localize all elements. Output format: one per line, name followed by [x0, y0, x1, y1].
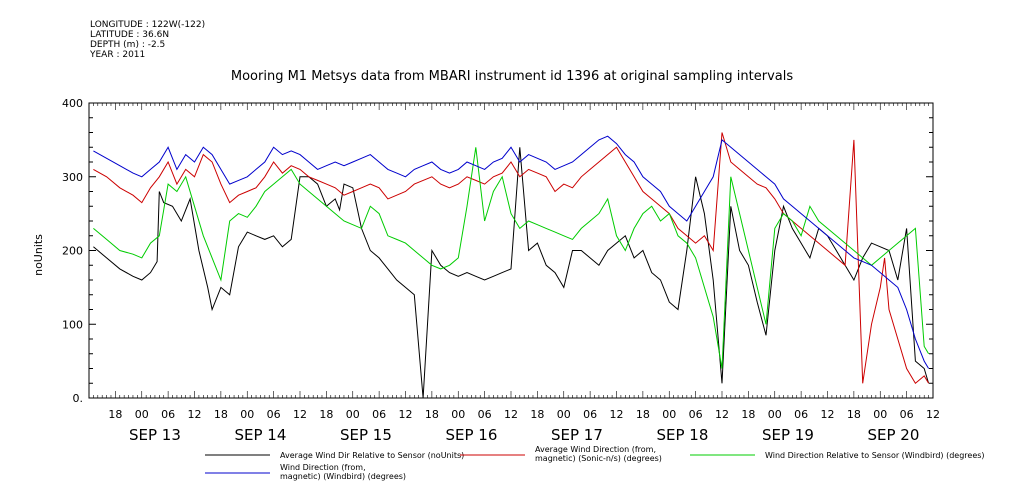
- x-hour-label: 00: [451, 408, 465, 421]
- x-hour-label: 06: [478, 408, 492, 421]
- metadata-block: LONGITUDE : 122W(-122) LATITUDE : 36.6N …: [90, 20, 205, 60]
- x-hour-label: 12: [293, 408, 307, 421]
- legend-label-2: Average Wind Direction (from,: [535, 445, 656, 454]
- x-hour-label: 18: [319, 408, 333, 421]
- x-hour-label: 12: [399, 408, 413, 421]
- x-hour-label: 18: [425, 408, 439, 421]
- x-hour-label: 18: [530, 408, 544, 421]
- x-hour-label: 12: [188, 408, 202, 421]
- x-hour-label: 00: [768, 408, 782, 421]
- x-day-label: SEP 15: [340, 426, 392, 444]
- x-hour-label: 12: [821, 408, 835, 421]
- x-hour-label: 06: [267, 408, 281, 421]
- y-tick-label: 0.: [73, 392, 84, 405]
- series-line-1: [93, 147, 930, 399]
- x-hour-label: 18: [636, 408, 650, 421]
- legend-label-3: Wind Direction Relative to Sensor (Windb…: [765, 451, 985, 460]
- x-hour-label: 06: [900, 408, 914, 421]
- x-hour-label: 18: [847, 408, 861, 421]
- x-day-label: SEP 19: [762, 426, 814, 444]
- legend-label-4: Wind Direction (from,: [280, 463, 366, 472]
- x-day-label: SEP 16: [445, 426, 497, 444]
- x-hour-label: 12: [610, 408, 624, 421]
- legend-label-2: magnetic) (Sonic-n/s) (degrees): [535, 454, 662, 463]
- x-hour-label: 12: [504, 408, 518, 421]
- x-day-label: SEP 14: [234, 426, 286, 444]
- series-line-3: [93, 147, 930, 369]
- x-hour-label: 06: [161, 408, 175, 421]
- y-axis-label: noUnits: [32, 234, 45, 276]
- x-hour-label: 06: [689, 408, 703, 421]
- chart-title: Mooring M1 Metsys data from MBARI instru…: [231, 69, 793, 84]
- longitude-text: LONGITUDE : 122W(-122): [90, 20, 206, 30]
- y-tick-label: 100: [62, 318, 83, 331]
- y-tick-label: 400: [62, 97, 83, 110]
- x-hour-label: 00: [662, 408, 676, 421]
- x-hour-label: 18: [741, 408, 755, 421]
- x-hour-label: 00: [135, 408, 149, 421]
- x-day-label: SEP 18: [656, 426, 708, 444]
- y-tick-label: 300: [62, 171, 83, 184]
- legend: Average Wind Dir Relative to Sensor (noU…: [205, 445, 985, 481]
- x-hour-label: 06: [583, 408, 597, 421]
- series-line-4: [93, 135, 930, 369]
- x-hour-label: 12: [715, 408, 729, 421]
- legend-label-4: magnetic) (Windbird) (degrees): [280, 472, 406, 481]
- depth-text: DEPTH (m) : -2.5: [90, 40, 166, 50]
- x-hour-label: 06: [794, 408, 808, 421]
- x-hour-label: 00: [873, 408, 887, 421]
- x-hour-label: 00: [240, 408, 254, 421]
- y-tick-label: 200: [62, 245, 83, 258]
- x-hour-label: 18: [214, 408, 228, 421]
- legend-label-1: Average Wind Dir Relative to Sensor (noU…: [280, 451, 464, 460]
- latitude-text: LATITUDE : 36.6N: [90, 30, 170, 40]
- plot-area: 0. 100 200 300 400 18 00 06 12 18 00 06 12 18 00 06 12 18…: [62, 97, 940, 444]
- x-hour-label: 18: [108, 408, 122, 421]
- x-hour-label: 00: [557, 408, 571, 421]
- x-hour-label: 06: [372, 408, 386, 421]
- x-day-label: SEP 13: [129, 426, 181, 444]
- x-hour-label: 00: [346, 408, 360, 421]
- year-text: YEAR : 2011: [90, 50, 146, 60]
- x-day-label: SEP 20: [867, 426, 919, 444]
- x-day-label: SEP 17: [551, 426, 603, 444]
- x-hour-label: 12: [926, 408, 940, 421]
- series-line-2: [93, 132, 930, 385]
